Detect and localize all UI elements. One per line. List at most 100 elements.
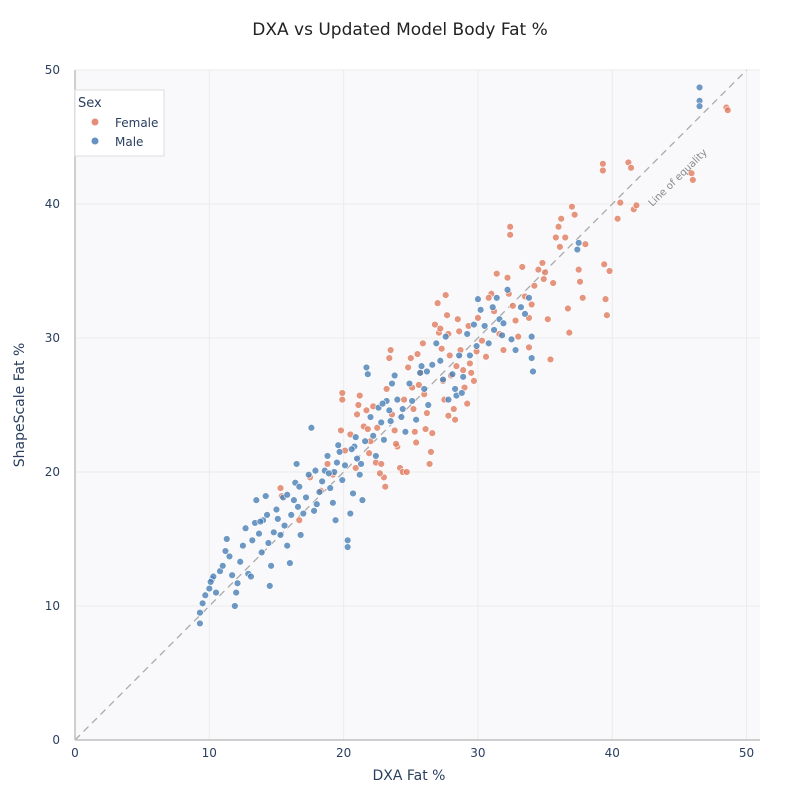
data-point-female[interactable] [376, 469, 384, 478]
data-point-male[interactable] [311, 466, 320, 475]
data-point-female[interactable] [689, 176, 697, 184]
data-point-male[interactable] [223, 535, 231, 543]
data-point-male[interactable] [525, 294, 533, 302]
data-point-female[interactable] [428, 429, 436, 437]
data-point-male[interactable] [424, 401, 432, 409]
data-point-female[interactable] [568, 202, 576, 211]
data-point-female[interactable] [403, 468, 411, 476]
data-point-female[interactable] [561, 233, 569, 242]
data-point-male[interactable] [334, 441, 342, 449]
data-point-male[interactable] [231, 602, 239, 610]
data-point-female[interactable] [382, 385, 391, 393]
data-point-male[interactable] [380, 436, 388, 444]
data-point-male[interactable] [444, 395, 453, 404]
data-point-female[interactable] [463, 399, 471, 408]
data-point-male[interactable] [695, 102, 704, 110]
data-point-female[interactable] [600, 260, 608, 268]
data-point-male[interactable] [341, 461, 349, 469]
data-point-female[interactable] [364, 425, 372, 433]
data-point-male[interactable] [472, 342, 481, 350]
data-point-female[interactable] [484, 294, 493, 302]
data-point-male[interactable] [232, 588, 240, 597]
data-point-male[interactable] [484, 339, 493, 348]
data-point-male[interactable] [323, 452, 332, 460]
data-point-male[interactable] [287, 511, 295, 519]
data-point-male[interactable] [408, 397, 416, 405]
legend-label-male[interactable]: Male [115, 135, 143, 149]
data-point-male[interactable] [695, 83, 704, 92]
data-point-male[interactable] [489, 303, 497, 311]
data-point-female[interactable] [431, 320, 439, 329]
data-point-female[interactable] [540, 275, 548, 283]
data-point-male[interactable] [212, 588, 220, 597]
data-point-female[interactable] [385, 354, 393, 362]
data-point-male[interactable] [352, 433, 360, 441]
data-point-female[interactable] [564, 304, 572, 313]
data-point-male[interactable] [361, 437, 369, 445]
data-point-female[interactable] [574, 265, 583, 274]
data-point-female[interactable] [276, 484, 285, 492]
data-point-female[interactable] [433, 299, 442, 307]
data-point-female[interactable] [323, 460, 332, 468]
data-point-male[interactable] [296, 531, 305, 539]
data-point-male[interactable] [428, 361, 436, 369]
data-point-female[interactable] [570, 211, 579, 219]
data-point-male[interactable] [493, 294, 501, 302]
data-point-female[interactable] [527, 300, 536, 309]
data-point-male[interactable] [390, 371, 399, 380]
data-point-male[interactable] [313, 500, 321, 508]
data-point-female[interactable] [421, 425, 430, 433]
data-point-male[interactable] [517, 303, 525, 311]
data-point-female[interactable] [427, 448, 435, 456]
data-point-male[interactable] [286, 559, 294, 567]
data-point-female[interactable] [436, 324, 445, 333]
data-point-male[interactable] [499, 319, 508, 327]
data-point-female[interactable] [390, 426, 399, 435]
data-point-male[interactable] [432, 339, 441, 348]
data-point-male[interactable] [377, 418, 385, 427]
data-point-female[interactable] [557, 215, 565, 223]
data-point-male[interactable] [466, 351, 474, 360]
data-point-female[interactable] [518, 263, 526, 271]
data-point-female[interactable] [581, 240, 590, 248]
data-point-male[interactable] [527, 332, 536, 341]
data-point-male[interactable] [366, 413, 375, 421]
data-point-male[interactable] [256, 517, 265, 526]
data-point-male[interactable] [228, 571, 236, 579]
data-point-female[interactable] [295, 516, 304, 524]
data-point-male[interactable] [401, 428, 410, 436]
data-point-female[interactable] [478, 336, 486, 345]
data-point-male[interactable] [307, 424, 316, 432]
data-point-male[interactable] [490, 326, 498, 334]
data-point-female[interactable] [338, 389, 346, 397]
data-point-female[interactable] [565, 328, 573, 337]
data-point-male[interactable] [412, 416, 420, 424]
data-point-male[interactable] [353, 454, 361, 463]
data-point-male[interactable] [436, 357, 445, 365]
data-point-male[interactable] [196, 608, 204, 617]
legend-marker-male[interactable] [91, 137, 99, 145]
data-point-female[interactable] [506, 231, 514, 239]
data-point-female[interactable] [409, 405, 418, 413]
data-point-female[interactable] [549, 279, 557, 287]
data-point-female[interactable] [603, 311, 611, 319]
data-point-female[interactable] [724, 106, 732, 114]
data-point-male[interactable] [521, 310, 529, 318]
data-point-male[interactable] [247, 572, 255, 581]
data-point-female[interactable] [446, 351, 454, 360]
data-point-female[interactable] [444, 412, 453, 420]
data-point-female[interactable] [576, 278, 584, 286]
data-point-male[interactable] [364, 370, 372, 378]
data-point-male[interactable] [378, 399, 387, 408]
data-point-female[interactable] [412, 438, 420, 447]
data-point-female[interactable] [425, 460, 434, 468]
data-point-male[interactable] [299, 509, 308, 518]
data-point-male[interactable] [358, 496, 367, 504]
data-point-male[interactable] [329, 499, 337, 507]
data-point-male[interactable] [205, 584, 214, 593]
data-point-female[interactable] [392, 440, 400, 448]
data-point-female[interactable] [451, 416, 459, 424]
data-point-male[interactable] [302, 493, 310, 502]
data-point-male[interactable] [347, 445, 356, 453]
data-point-female[interactable] [605, 267, 614, 275]
